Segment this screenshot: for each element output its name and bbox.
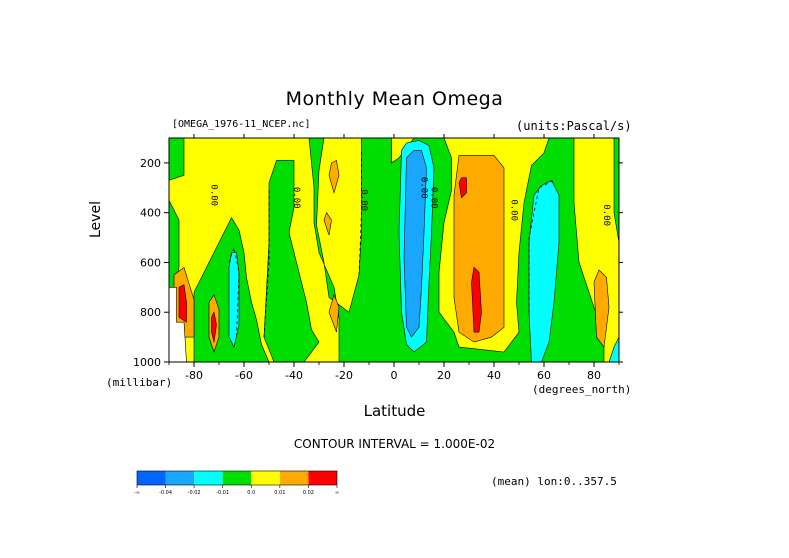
mean-longitude-note: (mean) lon:0..357.5 <box>491 475 617 488</box>
contour-region <box>593 269 610 348</box>
x-tick-label: 0 <box>391 369 398 382</box>
contour-region <box>323 212 332 236</box>
contour-label: 0.00 <box>419 177 429 199</box>
colorbar-label: -0.01 <box>216 490 229 496</box>
colorbar-bin <box>137 471 166 485</box>
contour-region <box>403 150 427 338</box>
y-axis-unit: (millibar) <box>106 376 173 389</box>
contour-region <box>328 293 340 333</box>
colorbar-label: 0.0 <box>247 490 255 496</box>
contour-label: 0.00 <box>601 204 611 226</box>
colorbar-label: -0.04 <box>159 490 172 496</box>
units-label: (units:Pascal/s) <box>516 119 632 133</box>
y-axis-ticks: 200 400 600 800 1000 <box>133 157 623 369</box>
y-tick-label: 1000 <box>133 356 161 369</box>
colorbar-label: 0.02 <box>303 490 314 496</box>
colorbar-bin <box>222 471 252 485</box>
contour-label: 0.00 <box>509 199 519 221</box>
x-tick-label: 80 <box>587 369 601 382</box>
negative-contour-line <box>228 245 240 338</box>
negative-contour-line <box>263 187 270 338</box>
contour-fill-layer <box>169 138 619 362</box>
colorbar-border <box>136 470 338 486</box>
x-tick-label: 60 <box>537 369 551 382</box>
x-axis-ticks: -80 -60 -40 -20 0 20 40 60 80 <box>168 134 620 382</box>
contour-region <box>228 252 240 348</box>
y-tick-label: 600 <box>140 256 161 269</box>
contour-label: 0.00 <box>359 189 369 211</box>
x-tick-label: -60 <box>235 369 253 382</box>
contour-region <box>528 179 560 362</box>
colorbar: -∞ -0.04 -0.02 -0.01 0.0 0.01 0.02 ∞ <box>134 470 339 496</box>
contour-label: 0.00 <box>429 187 439 209</box>
negative-contour-line <box>358 150 362 275</box>
contour-region <box>471 266 482 333</box>
contour-region <box>458 177 467 199</box>
contour-region <box>328 159 340 194</box>
dataset-filename: [OMEGA_1976-11_NCEP.nc] <box>172 119 311 130</box>
colorbar-bin <box>308 471 337 485</box>
colorbar-end-label: ∞ <box>335 490 339 496</box>
y-tick-label: 400 <box>140 207 161 220</box>
contour-label-layer: 0.00 0.00 0.000.00 0.000.00 0.00 <box>209 177 612 226</box>
negative-contour-lines <box>228 150 555 338</box>
contour-region <box>608 336 619 362</box>
x-tick-label: 40 <box>487 369 501 382</box>
x-tick-label: -20 <box>335 369 353 382</box>
colorbar-label: -∞ <box>134 490 140 496</box>
x-axis-label: Latitude <box>363 402 426 420</box>
contour-region <box>263 160 320 362</box>
contour-label: 0.00 <box>209 184 219 206</box>
y-tick-label: 800 <box>140 306 161 319</box>
colorbar-bin <box>194 471 223 485</box>
contour-region <box>613 138 619 243</box>
y-tick-label: 200 <box>140 157 161 170</box>
contour-region <box>211 311 217 343</box>
colorbar-bin <box>279 471 309 485</box>
x-tick-label: -40 <box>285 369 303 382</box>
colorbar-label: 0.01 <box>274 490 285 496</box>
negative-contour-line <box>528 179 555 313</box>
x-tick-label: -80 <box>185 369 203 382</box>
chart-title: Monthly Mean Omega <box>285 88 504 110</box>
contour-label: 0.00 <box>291 187 301 209</box>
x-axis-unit: (degrees_north) <box>532 383 632 396</box>
colorbar-bin <box>165 471 195 485</box>
colorbar-bin <box>251 471 280 485</box>
contour-interval: CONTOUR INTERVAL = 1.000E-02 <box>293 437 496 451</box>
contour-region <box>453 155 505 343</box>
contour-region <box>169 138 185 181</box>
x-tick-label: 20 <box>437 369 451 382</box>
contour-region <box>178 284 187 323</box>
colorbar-label: -0.02 <box>188 490 201 496</box>
missing-data-region <box>169 286 187 362</box>
